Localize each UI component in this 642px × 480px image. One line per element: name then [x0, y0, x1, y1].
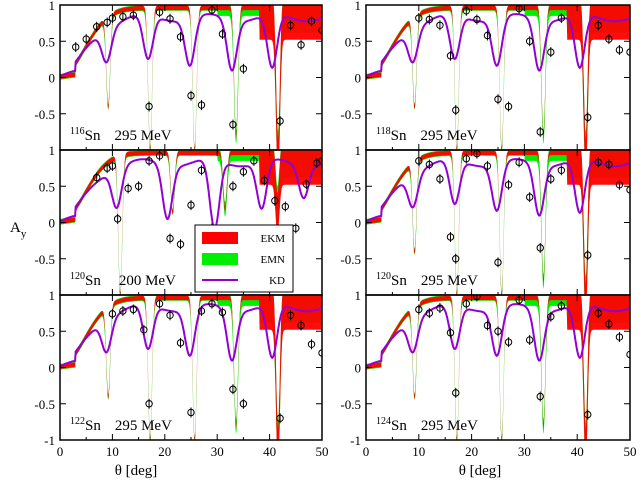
y-tick-label: 0.5	[345, 179, 361, 194]
x-tick-label: 30	[211, 444, 224, 459]
legend-label-kd: KD	[269, 275, 285, 287]
x-tick-label: 20	[158, 444, 171, 459]
y-tick-label: 0.5	[39, 34, 55, 49]
panel-mid-right: 1 0.5 0 -0.5 120Sn 295 MeV	[340, 143, 631, 296]
legend-swatch-emn	[202, 253, 238, 265]
panel-mid-left: 1 0.5 0 -0.5 120Sn 200 MeV	[34, 143, 323, 296]
ekm-band	[60, 295, 322, 440]
panel-label: 116Sn 295 MeV	[70, 126, 172, 144]
legend-swatch-ekm	[202, 232, 238, 244]
y-tick-label: -0.5	[34, 397, 55, 412]
kd-line	[60, 303, 322, 368]
kd-line	[60, 158, 322, 231]
y-tick-label: 0	[355, 216, 362, 231]
x-tick-label: 10	[412, 444, 425, 459]
kd-line	[366, 158, 630, 223]
panel-top-right: 1 0.5 0 -0.5 118Sn 295 MeV	[340, 0, 631, 151]
y-tick-label: 1	[355, 0, 362, 13]
x-tick-label: 40	[571, 444, 584, 459]
panel-label: 120Sn 295 MeV	[376, 271, 478, 289]
ekm-band	[60, 150, 322, 295]
x-tick-label: 50	[624, 444, 637, 459]
y-tick-label: -0.5	[34, 107, 55, 122]
y-tick-label: 0	[355, 71, 362, 86]
x-tick-label: 40	[263, 444, 276, 459]
x-tick-label: 20	[465, 444, 478, 459]
y-tick-label: 0.5	[345, 34, 361, 49]
kd-line	[60, 13, 322, 78]
x-tick-label: 10	[106, 444, 119, 459]
kd-line	[366, 303, 630, 368]
y-tick-label: 1	[355, 143, 362, 158]
x-tick-label: 0	[57, 444, 64, 459]
y-tick-label: 0	[49, 216, 56, 231]
panel-plot-area	[366, 150, 630, 295]
panel-label: 124Sn 295 MeV	[376, 416, 478, 434]
legend: EKM EMN KD	[194, 224, 294, 293]
x-axis-title-left: θ [deg]	[115, 463, 158, 479]
panel-plot-area	[60, 5, 322, 150]
y-tick-label: -0.5	[340, 252, 361, 267]
panel-label: 120Sn 200 MeV	[70, 271, 176, 289]
y-tick-label: 0	[49, 361, 56, 376]
ekm-band	[366, 295, 630, 440]
panel-plot-area	[366, 5, 630, 150]
panel-plot-area	[60, 150, 322, 295]
y-tick-label: -0.5	[340, 107, 361, 122]
y-tick-label: 0.5	[39, 179, 55, 194]
x-tick-label: 0	[363, 444, 370, 459]
y-tick-label: 1	[49, 288, 56, 303]
kd-line	[366, 13, 630, 78]
x-tick-label: 50	[316, 444, 329, 459]
y-tick-label: 1	[355, 288, 362, 303]
panel-plot-area	[366, 295, 630, 440]
legend-label-ekm: EKM	[261, 233, 286, 245]
y-tick-label: -0.5	[340, 397, 361, 412]
panel-label: 118Sn 295 MeV	[376, 126, 478, 144]
y-tick-label: 0	[355, 361, 362, 376]
y-tick-label: 1	[49, 0, 56, 13]
y-tick-label: 0	[49, 71, 56, 86]
panel-label: 122Sn 295 MeV	[70, 416, 172, 434]
y-tick-label: -1	[44, 433, 55, 448]
x-axis-title-right: θ [deg]	[459, 463, 502, 479]
x-tick-label: 30	[518, 444, 531, 459]
legend-label-emn: EMN	[261, 254, 286, 266]
panel-top-left: 1 0.5 0 -0.5 116Sn 295 MeV	[34, 0, 323, 151]
y-tick-label: 0.5	[39, 324, 55, 339]
panel-plot-area	[60, 295, 322, 440]
y-tick-label: 0.5	[345, 324, 361, 339]
y-tick-label: -1	[350, 433, 361, 448]
y-tick-label: -0.5	[34, 252, 55, 267]
y-tick-label: 1	[49, 143, 56, 158]
y-axis-title: Ay	[10, 220, 27, 240]
